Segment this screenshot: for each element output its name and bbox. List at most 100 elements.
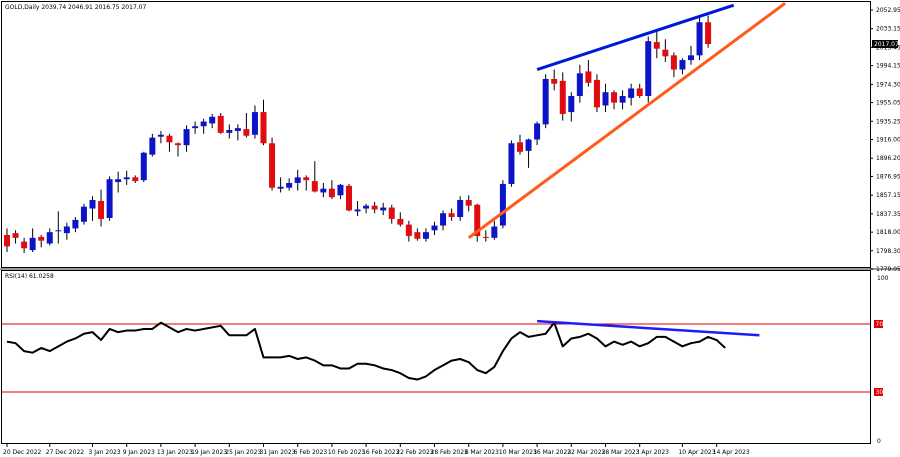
- date-axis-tick-label: 9 Jan 2023: [123, 449, 155, 456]
- date-axis-tick-label: 6 Feb 2023: [294, 449, 328, 456]
- candle-bull: [602, 92, 609, 106]
- candle-bull: [209, 116, 216, 124]
- date-axis-tick-label: 10 Mar 2023: [499, 449, 537, 456]
- candle-bull: [55, 230, 62, 232]
- current-price-tag-label: 2017.07: [874, 41, 899, 48]
- candle-bear: [517, 142, 523, 152]
- candle-bear: [166, 135, 173, 143]
- candle-bull: [286, 182, 293, 188]
- candle-bull: [628, 88, 635, 98]
- date-axis-tick-label: 3 Apr 2023: [636, 449, 669, 456]
- date-axis-tick-label: 13 Jan 2023: [157, 449, 193, 456]
- date-axis-tick-label: 25 Jan 2023: [225, 449, 261, 456]
- candle-bear: [670, 55, 677, 70]
- candle-bear: [397, 218, 404, 225]
- candle-bull: [619, 96, 626, 103]
- candle-bull: [89, 200, 96, 209]
- candle-bull: [576, 73, 583, 97]
- price-panel-frame: [1, 1, 871, 268]
- candle-bear: [132, 177, 139, 182]
- candle-bear: [12, 233, 19, 238]
- candle-bear: [551, 78, 558, 84]
- indicator-panel-frame: [1, 270, 871, 444]
- candle-bull: [337, 184, 344, 196]
- date-axis-tick-label: 22 Mar 2023: [567, 449, 605, 456]
- candle-bull: [525, 139, 532, 151]
- resistance-trendline: [536, 3, 735, 71]
- rsi-group: [6, 321, 726, 381]
- price-axis-tick-label: 1857.15: [876, 192, 900, 199]
- candle-bear: [405, 224, 412, 236]
- candle-bull: [72, 219, 79, 229]
- candle-bull: [499, 183, 506, 226]
- price-axis-tick-label: 1876.95: [876, 173, 900, 180]
- candle-bear: [388, 207, 395, 219]
- trendlines-group: [467, 2, 786, 337]
- date-axis-tick-label: 3 Jan 2023: [89, 449, 121, 456]
- candle-bull: [491, 226, 498, 238]
- candle-bull: [106, 179, 113, 218]
- price-axis-tick-label: 1818.00: [876, 229, 900, 236]
- candle-bear: [465, 200, 472, 206]
- candle-bear: [38, 236, 45, 241]
- rsi-axis-tick-30: 30: [876, 389, 884, 396]
- price-axis-tick-label: 1974.30: [876, 81, 900, 88]
- date-axis-tick-label: 14 Apr 2023: [713, 449, 750, 456]
- candle-bull: [294, 177, 301, 183]
- candle-bear: [217, 115, 224, 133]
- candle-bull: [29, 237, 36, 251]
- candle-bear: [585, 71, 592, 83]
- rsi-level-upper-tag: [874, 320, 883, 328]
- candle-bear: [593, 79, 600, 108]
- price-axis-tick-label: 2052.95: [876, 7, 900, 14]
- date-axis-tick-label: 28 Feb 2023: [431, 449, 469, 456]
- price-axis-tick-label: 1779.05: [876, 266, 900, 273]
- rsi-axis-tick-0: 0: [877, 438, 881, 445]
- candle-bull: [380, 207, 387, 211]
- price-axis-tick-label: 1798.30: [876, 248, 900, 255]
- current-price-tag-box: [872, 39, 898, 48]
- candle-bear: [611, 92, 618, 103]
- candle-bull: [696, 22, 703, 56]
- candle-bear: [269, 143, 276, 188]
- candle-bear: [371, 205, 378, 210]
- candle-bull: [149, 137, 156, 155]
- candle-bull: [679, 60, 686, 70]
- candle-bull: [157, 134, 164, 137]
- date-axis-tick-label: 31 Jan 2023: [260, 449, 296, 456]
- candle-bear: [21, 241, 28, 249]
- candle-bull: [688, 55, 694, 61]
- date-axis-tick-label: 16 Mar 2023: [533, 449, 571, 456]
- candle-bear: [474, 204, 481, 236]
- candle-bear: [243, 129, 250, 136]
- price-axis-tick-label: 1955.05: [876, 100, 900, 107]
- price-axis-tick-label: 1896.20: [876, 155, 900, 162]
- date-axis-tick-label: 27 Dec 2022: [46, 449, 85, 456]
- date-axis-tick-label: 10 Feb 2023: [328, 449, 366, 456]
- price-axis-tick-label: 1994.15: [876, 63, 900, 70]
- candle-bull: [200, 121, 207, 127]
- candle-bear: [4, 235, 10, 247]
- candle-bull: [457, 200, 464, 218]
- candle-bull: [234, 128, 241, 131]
- candle-bull: [140, 152, 147, 181]
- date-axis-tick-label: 19 Jan 2023: [191, 449, 227, 456]
- candle-bull: [542, 78, 549, 125]
- candle-bull: [354, 209, 361, 212]
- candle-bear: [303, 177, 310, 181]
- rsi-level-lower-tag: [874, 388, 883, 396]
- candle-bear: [653, 42, 660, 49]
- price-axis-tick-label: 2033.15: [876, 26, 900, 33]
- price-axis-tick-label: 1916.00: [876, 137, 900, 144]
- candle-bear: [662, 49, 669, 57]
- candle-bull: [80, 206, 87, 222]
- date-axis-tick-label: 20 Dec 2022: [3, 449, 42, 456]
- candle-bear: [705, 22, 712, 44]
- candle-bear: [311, 181, 318, 192]
- candle-bull: [123, 177, 130, 180]
- candle-bear: [559, 80, 566, 114]
- candle-bull: [46, 232, 53, 244]
- candle-bull: [320, 188, 327, 193]
- date-axis-tick-label: 22 Feb 2023: [396, 449, 434, 456]
- date-axis-tick-label: 10 Apr 2023: [678, 449, 715, 456]
